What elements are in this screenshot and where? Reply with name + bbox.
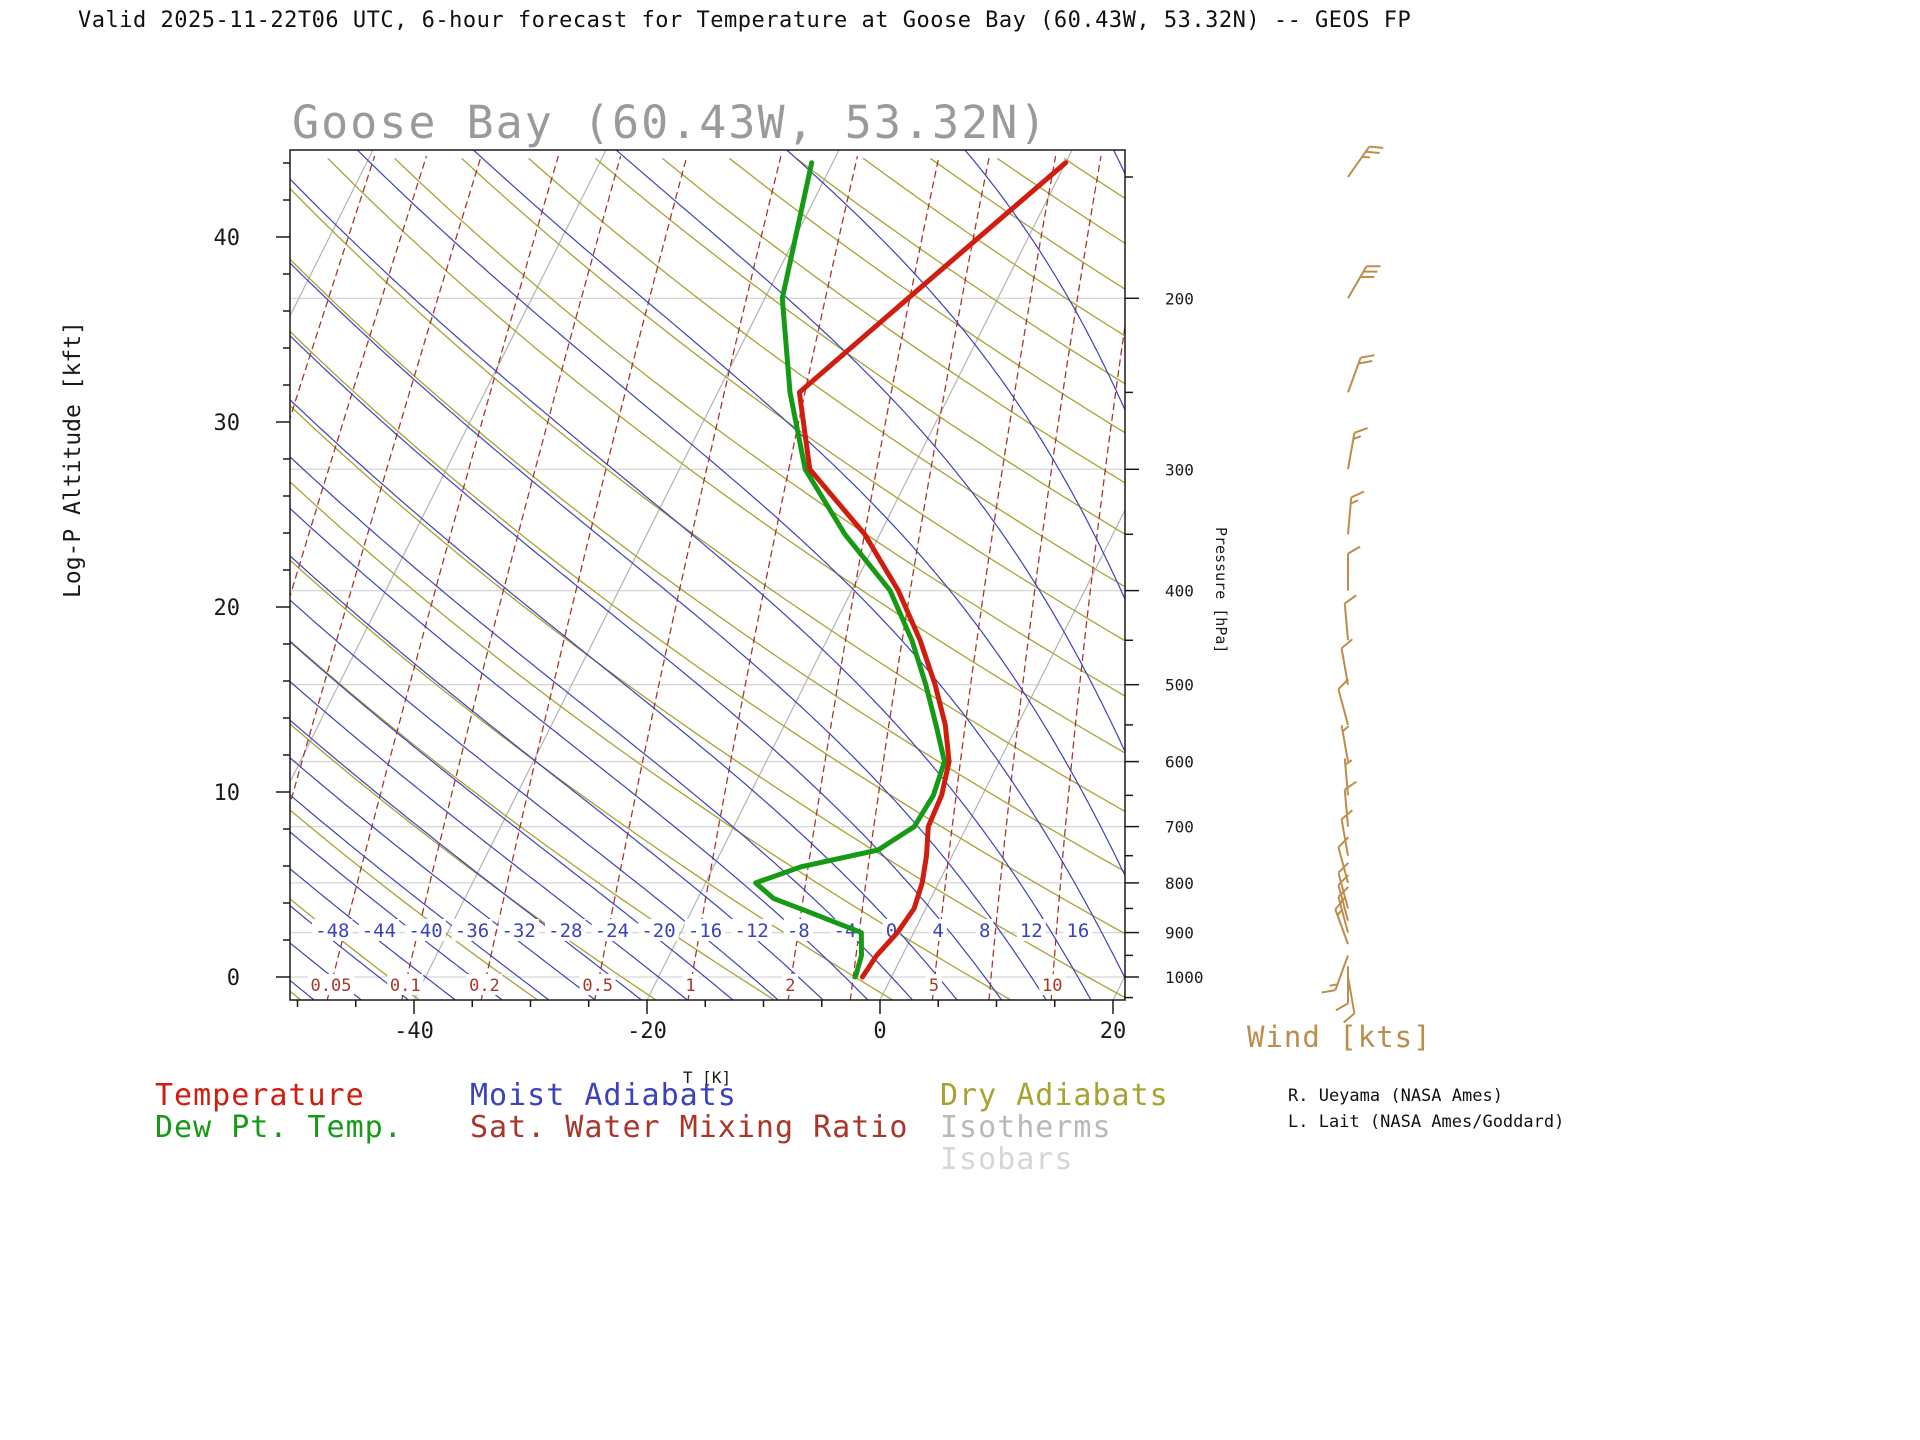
legend-isotherms: Isotherms xyxy=(940,1110,1112,1145)
svg-text:0: 0 xyxy=(873,1019,886,1044)
bottom-axis-label: T [K] xyxy=(682,1068,732,1087)
svg-text:-8: -8 xyxy=(787,920,810,942)
svg-text:5: 5 xyxy=(929,976,939,996)
svg-text:1000: 1000 xyxy=(1165,968,1204,987)
svg-text:20: 20 xyxy=(214,596,241,621)
credit-line-1: R. Ueyama (NASA Ames) xyxy=(1288,1086,1503,1106)
svg-text:10: 10 xyxy=(214,781,241,806)
legend-dewpoint: Dew Pt. Temp. xyxy=(155,1110,403,1145)
chart-title: Goose Bay (60.43W, 53.32N) xyxy=(292,96,1049,149)
svg-text:0.2: 0.2 xyxy=(469,976,500,996)
svg-text:0: 0 xyxy=(886,920,897,942)
svg-text:2: 2 xyxy=(785,976,795,996)
svg-text:900: 900 xyxy=(1165,924,1194,943)
svg-text:30: 30 xyxy=(214,411,241,436)
right-axis-label: Pressure [hPa] xyxy=(1212,527,1230,654)
svg-text:-24: -24 xyxy=(595,920,629,942)
svg-text:0: 0 xyxy=(227,966,240,991)
svg-text:800: 800 xyxy=(1165,874,1194,893)
svg-text:400: 400 xyxy=(1165,582,1194,601)
legend-temperature: Temperature xyxy=(155,1078,365,1113)
interior-labels: -48 -44 -40 -36 -32 -28 -24 -20 -16 -12 -8 -4 0 4 8 12 1… xyxy=(307,919,1093,996)
svg-text:-20: -20 xyxy=(627,1019,667,1044)
svg-text:10: 10 xyxy=(1042,976,1062,996)
svg-text:1: 1 xyxy=(685,976,695,996)
svg-text:500: 500 xyxy=(1165,676,1194,695)
legend-dry-adiabats: Dry Adiabats xyxy=(940,1078,1169,1113)
legend-moist-adiabats: Moist Adiabats xyxy=(470,1078,737,1113)
legend-isobars: Isobars xyxy=(940,1142,1074,1177)
svg-text:12: 12 xyxy=(1020,920,1043,942)
svg-text:20: 20 xyxy=(1100,1019,1127,1044)
left-axis-label: Log-P Altitude [kft] xyxy=(60,321,86,598)
svg-text:600: 600 xyxy=(1165,753,1194,772)
svg-text:-12: -12 xyxy=(735,920,769,942)
legend-sat-water-mixing-ratio: Sat. Water Mixing Ratio xyxy=(470,1110,909,1145)
svg-text:300: 300 xyxy=(1165,460,1194,479)
svg-text:8: 8 xyxy=(979,920,990,942)
svg-text:-28: -28 xyxy=(548,920,582,942)
svg-text:700: 700 xyxy=(1165,818,1194,837)
background-grid xyxy=(290,150,1125,1000)
credit-line-2: L. Lait (NASA Ames/Goddard) xyxy=(1288,1112,1565,1132)
svg-text:-44: -44 xyxy=(362,920,396,942)
svg-text:0.1: 0.1 xyxy=(390,976,421,996)
svg-text:-40: -40 xyxy=(408,920,442,942)
wind-barbs xyxy=(1321,145,1384,1024)
svg-text:16: 16 xyxy=(1066,920,1089,942)
wind-panel-title: Wind [kts] xyxy=(1247,1020,1432,1054)
svg-text:0.05: 0.05 xyxy=(311,976,352,996)
svg-text:0.5: 0.5 xyxy=(582,976,613,996)
header-valid-line: Valid 2025-11-22T06 UTC, 6-hour forecast… xyxy=(78,8,1412,33)
svg-text:4: 4 xyxy=(932,920,943,942)
svg-text:200: 200 xyxy=(1165,289,1194,308)
svg-text:-20: -20 xyxy=(641,920,675,942)
svg-text:-32: -32 xyxy=(502,920,536,942)
svg-text:-16: -16 xyxy=(688,920,722,942)
sounding-profiles xyxy=(753,160,1069,980)
svg-text:-40: -40 xyxy=(394,1019,434,1044)
svg-text:40: 40 xyxy=(214,226,241,251)
svg-text:-36: -36 xyxy=(455,920,489,942)
svg-text:-48: -48 xyxy=(315,920,349,942)
